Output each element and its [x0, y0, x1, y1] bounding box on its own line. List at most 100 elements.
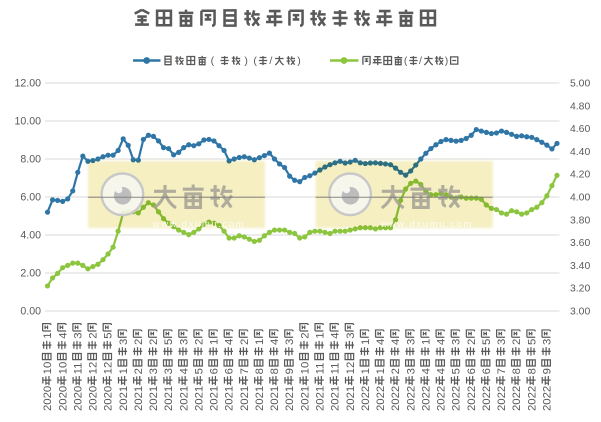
svg-text:4.60: 4.60	[570, 124, 590, 135]
svg-text:2022: 2022	[405, 386, 417, 411]
svg-text:4.80: 4.80	[570, 101, 590, 112]
svg-text:): )	[297, 55, 301, 67]
svg-text:www.dxumu.com: www.dxumu.com	[379, 219, 473, 230]
svg-text:4: 4	[178, 368, 190, 374]
svg-text:2021: 2021	[284, 386, 296, 411]
svg-text:2022: 2022	[420, 386, 432, 411]
svg-text:3: 3	[451, 339, 463, 345]
svg-text:3: 3	[72, 332, 84, 338]
svg-text:3.20: 3.20	[570, 284, 590, 295]
svg-text:4: 4	[269, 339, 281, 345]
svg-text:2022: 2022	[390, 386, 402, 411]
svg-text:4.00: 4.00	[570, 193, 590, 204]
svg-text:2.00: 2.00	[20, 268, 41, 280]
svg-text:4: 4	[436, 339, 448, 345]
svg-text:3.40: 3.40	[570, 261, 590, 272]
svg-text:8: 8	[526, 368, 538, 374]
svg-text:2020: 2020	[103, 386, 115, 411]
svg-text:4: 4	[436, 368, 448, 374]
svg-text:2021: 2021	[133, 386, 145, 411]
svg-text:2: 2	[239, 339, 251, 345]
svg-text:9: 9	[541, 368, 553, 374]
svg-text:12.00: 12.00	[14, 78, 41, 90]
svg-text:7: 7	[239, 368, 251, 374]
svg-text:2022: 2022	[451, 386, 463, 411]
svg-text:1: 1	[360, 339, 372, 345]
svg-text:5: 5	[526, 339, 538, 345]
svg-text:2022: 2022	[511, 386, 523, 411]
svg-text:2: 2	[148, 339, 160, 345]
svg-text:(: (	[253, 55, 257, 67]
svg-text:12: 12	[345, 362, 357, 375]
svg-text:5: 5	[451, 368, 463, 374]
svg-text:2022: 2022	[481, 386, 493, 411]
svg-text:3: 3	[541, 339, 553, 345]
svg-text:5: 5	[163, 339, 175, 345]
svg-text:2: 2	[193, 339, 205, 345]
svg-text:0.00: 0.00	[20, 306, 41, 318]
svg-text:2: 2	[88, 332, 100, 338]
svg-text:2021: 2021	[299, 386, 311, 411]
svg-text:5.00: 5.00	[570, 79, 590, 90]
svg-text:): )	[244, 55, 248, 67]
svg-text:6: 6	[209, 368, 221, 374]
svg-text:2: 2	[466, 339, 478, 345]
svg-text:2020: 2020	[88, 386, 100, 411]
svg-text:12: 12	[88, 362, 100, 375]
svg-text:11: 11	[330, 363, 342, 375]
svg-text:1: 1	[420, 339, 432, 345]
svg-text:2: 2	[511, 339, 523, 345]
svg-text:2021: 2021	[224, 386, 236, 411]
svg-text:7: 7	[496, 368, 508, 374]
svg-text:4: 4	[420, 368, 432, 374]
svg-text:2021: 2021	[254, 386, 266, 411]
svg-text:4: 4	[375, 339, 387, 345]
svg-text:8: 8	[269, 368, 281, 374]
svg-text:2021: 2021	[269, 386, 281, 411]
svg-text:10: 10	[299, 362, 311, 375]
svg-text:www.dxumu.com: www.dxumu.com	[152, 219, 246, 230]
svg-text:/: /	[419, 55, 422, 67]
svg-text:(: (	[404, 55, 408, 67]
svg-text:8: 8	[511, 368, 523, 374]
svg-text:(: (	[211, 55, 215, 67]
svg-text:2021: 2021	[239, 386, 251, 411]
svg-text:2: 2	[133, 339, 145, 345]
svg-text:3: 3	[178, 339, 190, 345]
svg-text:3.60: 3.60	[570, 238, 590, 249]
svg-text:6.00: 6.00	[20, 192, 41, 204]
svg-text:10: 10	[57, 362, 69, 375]
svg-text:3: 3	[345, 332, 357, 338]
svg-text:3: 3	[284, 339, 296, 345]
svg-text:10.00: 10.00	[14, 116, 41, 128]
svg-text:3: 3	[118, 339, 130, 345]
svg-text:1: 1	[209, 339, 221, 345]
svg-text:1: 1	[254, 339, 266, 345]
svg-text:6: 6	[481, 368, 493, 374]
svg-text:2022: 2022	[526, 386, 538, 411]
svg-text:3: 3	[148, 368, 160, 374]
svg-text:2021: 2021	[178, 386, 190, 411]
svg-text:1: 1	[360, 368, 372, 374]
svg-text:4: 4	[224, 339, 236, 345]
svg-text:5: 5	[103, 332, 115, 338]
svg-text:2021: 2021	[148, 386, 160, 411]
svg-text:4.20: 4.20	[570, 170, 590, 181]
svg-text:2022: 2022	[541, 386, 553, 411]
svg-text:2021: 2021	[118, 386, 130, 411]
svg-text:3.80: 3.80	[570, 215, 590, 226]
svg-text:2022: 2022	[436, 386, 448, 411]
svg-text:4: 4	[57, 332, 69, 338]
svg-text:3: 3	[496, 339, 508, 345]
svg-text:2020: 2020	[57, 386, 69, 411]
svg-text:2020: 2020	[42, 386, 54, 411]
svg-text:1: 1	[375, 368, 387, 374]
svg-text:4.00: 4.00	[20, 230, 41, 242]
svg-text:1: 1	[315, 332, 327, 338]
svg-text:5: 5	[193, 368, 205, 374]
svg-text:12: 12	[103, 362, 115, 375]
svg-text:2021: 2021	[209, 386, 221, 411]
svg-text:3: 3	[163, 368, 175, 374]
svg-text:): )	[445, 55, 449, 67]
svg-text:2021: 2021	[163, 386, 175, 411]
